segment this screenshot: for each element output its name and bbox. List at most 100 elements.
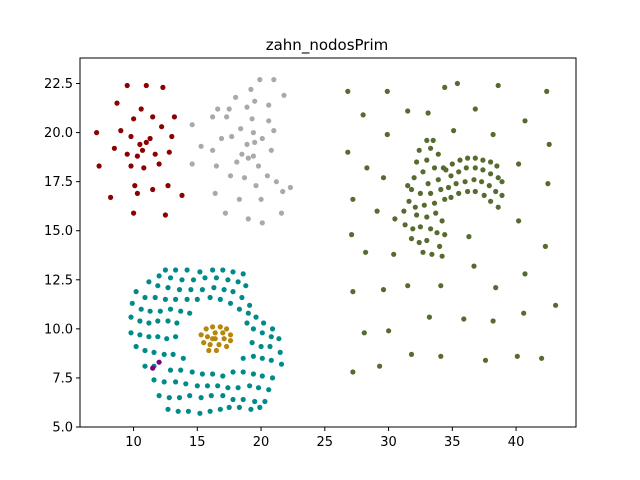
data-point xyxy=(412,204,418,210)
data-point xyxy=(227,173,234,179)
data-point xyxy=(465,155,471,161)
data-point xyxy=(207,408,213,414)
data-point xyxy=(218,135,225,142)
data-point xyxy=(482,357,489,363)
data-point xyxy=(255,163,262,169)
data-point xyxy=(233,94,239,100)
data-point xyxy=(414,159,420,165)
data-point xyxy=(253,314,259,320)
data-point xyxy=(255,385,262,391)
data-point xyxy=(156,273,162,279)
data-point xyxy=(424,137,430,143)
data-point xyxy=(429,251,435,257)
data-point xyxy=(238,126,244,132)
data-point xyxy=(173,267,179,273)
data-point xyxy=(253,183,259,189)
data-point xyxy=(230,396,236,403)
data-point xyxy=(405,108,411,114)
data-point xyxy=(402,222,408,228)
data-point xyxy=(137,332,143,338)
data-point xyxy=(271,77,277,83)
data-point xyxy=(454,80,460,87)
data-point xyxy=(495,82,501,89)
data-point xyxy=(250,371,256,377)
data-point xyxy=(160,84,166,90)
data-point xyxy=(197,269,203,275)
data-point xyxy=(546,141,552,147)
data-point xyxy=(176,395,183,401)
data-point xyxy=(167,275,174,281)
data-point xyxy=(247,383,253,389)
data-point xyxy=(280,188,286,195)
data-point xyxy=(240,355,246,361)
data-point xyxy=(142,294,148,301)
data-point xyxy=(146,334,152,340)
data-point xyxy=(471,177,477,183)
data-point xyxy=(494,163,500,169)
data-point xyxy=(189,122,195,128)
data-point xyxy=(247,302,253,308)
data-point xyxy=(486,183,492,189)
data-point xyxy=(187,393,193,399)
data-point xyxy=(488,159,494,165)
data-point xyxy=(189,369,195,375)
data-point xyxy=(257,77,263,83)
data-point xyxy=(133,343,139,350)
data-point xyxy=(216,342,222,348)
data-point xyxy=(411,175,417,181)
data-point xyxy=(190,277,197,283)
data-point xyxy=(161,351,167,357)
x-tick-label: 30 xyxy=(380,435,397,450)
data-point xyxy=(249,116,255,122)
data-point xyxy=(259,135,265,142)
data-point xyxy=(244,320,250,326)
data-point xyxy=(207,342,213,348)
data-point xyxy=(241,175,248,181)
data-point xyxy=(239,151,245,157)
data-point xyxy=(545,181,551,187)
data-point xyxy=(259,330,265,336)
data-point xyxy=(173,334,179,340)
data-point xyxy=(259,373,265,379)
data-point xyxy=(276,336,282,342)
data-point xyxy=(437,243,443,249)
data-point xyxy=(287,184,293,191)
data-point xyxy=(108,194,114,200)
data-point xyxy=(150,114,156,120)
data-point xyxy=(428,190,434,196)
y-tick-label: 15.0 xyxy=(44,224,73,239)
data-point xyxy=(448,194,454,200)
data-point xyxy=(442,196,448,202)
data-point xyxy=(451,128,457,134)
data-point xyxy=(206,347,212,354)
data-point xyxy=(162,296,168,302)
data-point xyxy=(493,188,499,195)
data-point xyxy=(258,343,264,350)
data-point xyxy=(166,149,172,155)
data-point xyxy=(224,114,230,120)
data-point xyxy=(230,269,236,275)
data-point xyxy=(420,249,426,255)
data-point xyxy=(202,275,208,281)
data-point xyxy=(227,300,234,306)
data-point xyxy=(490,131,496,138)
data-point xyxy=(147,135,153,142)
data-point xyxy=(433,210,439,216)
data-point xyxy=(171,114,177,120)
data-point xyxy=(162,267,168,273)
data-point xyxy=(472,106,478,112)
data-point xyxy=(235,279,241,285)
data-point xyxy=(213,347,219,354)
data-point xyxy=(417,224,423,230)
data-point xyxy=(215,383,221,389)
data-point xyxy=(266,102,272,108)
data-point xyxy=(224,326,230,332)
data-point xyxy=(264,173,270,179)
data-point xyxy=(349,232,355,238)
data-point xyxy=(230,289,236,295)
data-point xyxy=(345,149,351,155)
data-point xyxy=(124,151,130,157)
data-point xyxy=(258,196,264,202)
data-point xyxy=(217,324,223,330)
data-point xyxy=(542,243,549,249)
